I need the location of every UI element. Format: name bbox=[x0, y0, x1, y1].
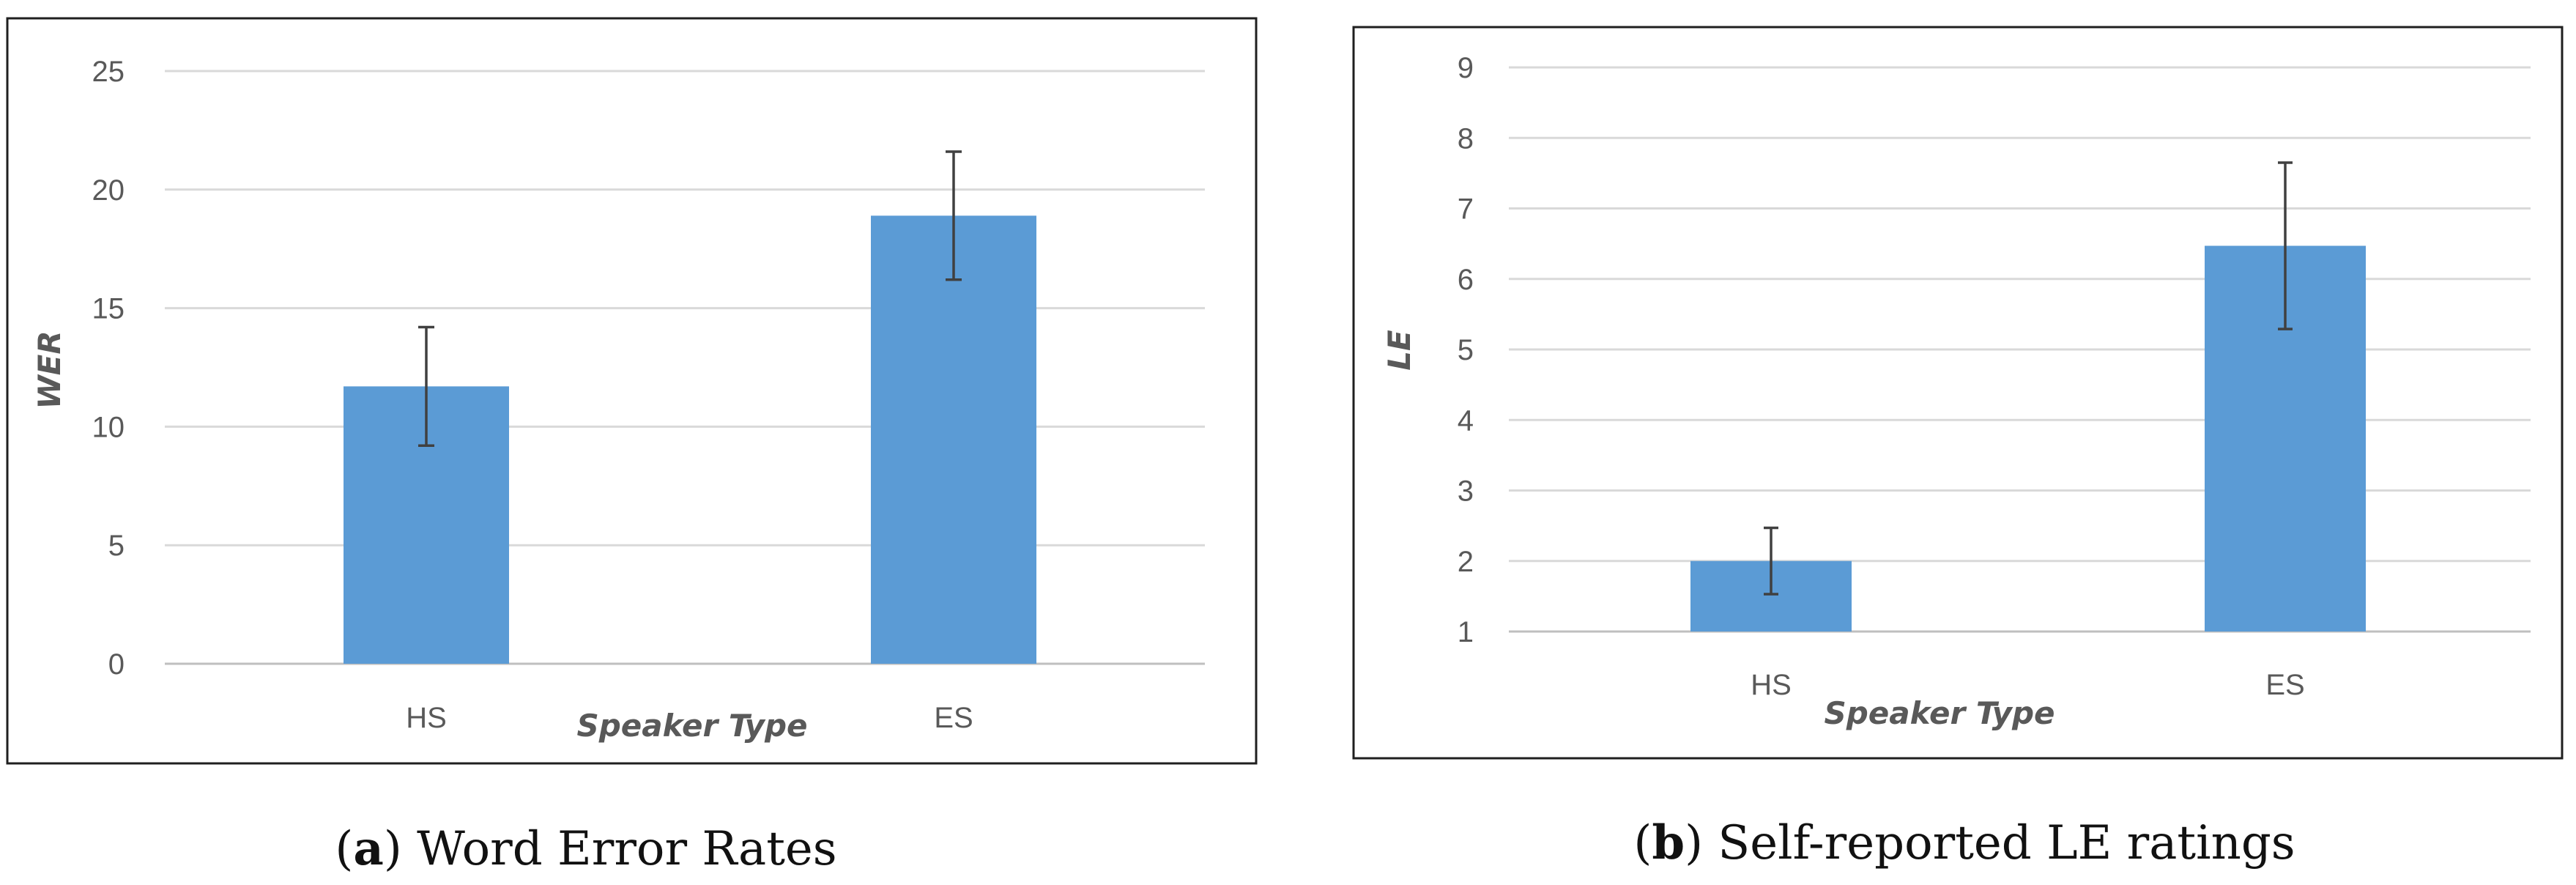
chart-frame-b bbox=[1352, 26, 2564, 760]
y-tick-b-1: 1 bbox=[1458, 616, 1474, 648]
y-tick-b-5: 5 bbox=[1458, 334, 1474, 366]
chart-frame-a bbox=[6, 17, 1258, 765]
error-bars-b bbox=[1764, 161, 2293, 596]
y-tick-b-3: 3 bbox=[1458, 475, 1474, 508]
y-tick-labels-a: 0 5 10 15 20 25 bbox=[92, 56, 125, 681]
error-bars-a bbox=[418, 150, 962, 448]
y-tick-b-9: 9 bbox=[1458, 52, 1474, 84]
x-tick-a-hs: HS bbox=[406, 702, 447, 734]
x-axis-title-b: Speaker Type bbox=[1824, 695, 2055, 731]
error-bar-a-hs bbox=[418, 325, 434, 448]
y-tick-a-20: 20 bbox=[92, 174, 125, 207]
bars-a bbox=[344, 215, 1036, 664]
caption-b-letter: b bbox=[1652, 815, 1685, 870]
y-tick-b-8: 8 bbox=[1458, 122, 1474, 155]
y-tick-b-4: 4 bbox=[1458, 404, 1474, 437]
y-tick-a-0: 0 bbox=[108, 648, 125, 681]
y-axis-title-b: LE bbox=[1381, 330, 1417, 371]
y-tick-a-15: 15 bbox=[92, 293, 125, 325]
y-tick-b-7: 7 bbox=[1458, 193, 1474, 226]
caption-a-text: Word Error Rates bbox=[417, 822, 837, 876]
caption-a-letter: a bbox=[353, 821, 383, 876]
caption-a: (a) Word Error Rates bbox=[335, 821, 836, 876]
chart-panel-b: 1 2 3 4 5 6 7 8 9 HS ES LE Speaker Type bbox=[1352, 26, 2564, 760]
y-tick-a-10: 10 bbox=[92, 411, 125, 443]
caption-b: (b) Self-reported LE ratings bbox=[1633, 815, 2295, 870]
error-bar-b-es bbox=[2278, 161, 2293, 330]
x-axis-title-a: Speaker Type bbox=[576, 708, 807, 744]
bar-a-es bbox=[871, 215, 1036, 664]
x-tick-labels-a: HS ES bbox=[406, 702, 973, 734]
chart-panel-a: 0 5 10 15 20 25 HS ES WER Speaker Type bbox=[6, 17, 1258, 765]
y-axis-title-a: WER bbox=[31, 330, 67, 409]
y-tick-b-6: 6 bbox=[1458, 264, 1474, 296]
x-tick-b-hs: HS bbox=[1751, 669, 1792, 701]
y-tick-a-5: 5 bbox=[108, 530, 125, 562]
x-tick-a-es: ES bbox=[934, 702, 973, 734]
error-bar-b-hs bbox=[1764, 526, 1778, 596]
y-tick-a-25: 25 bbox=[92, 56, 125, 88]
x-tick-b-es: ES bbox=[2265, 669, 2304, 701]
error-bar-a-es bbox=[946, 150, 962, 281]
caption-b-text: Self-reported LE ratings bbox=[1718, 816, 2295, 870]
y-tick-b-2: 2 bbox=[1458, 546, 1474, 578]
y-tick-labels-b: 1 2 3 4 5 6 7 8 9 bbox=[1458, 52, 1474, 648]
x-tick-labels-b: HS ES bbox=[1751, 669, 2304, 701]
